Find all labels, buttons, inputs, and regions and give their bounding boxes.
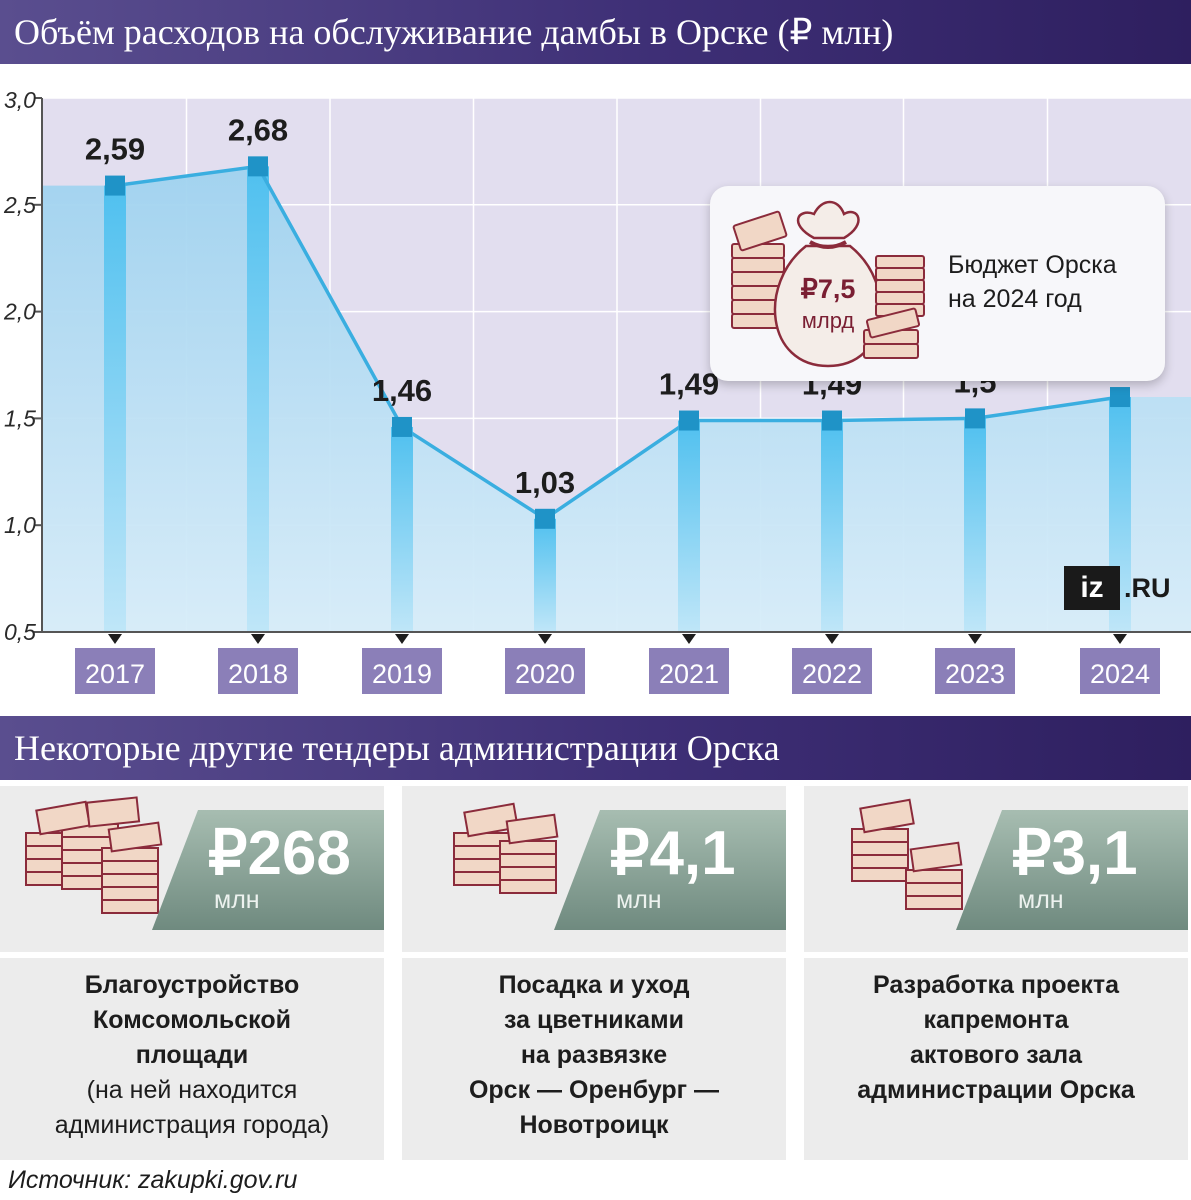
data-point-marker	[105, 175, 125, 196]
data-label: 2,68	[228, 112, 288, 147]
data-point-marker	[679, 410, 699, 431]
tender-unit: млн	[1018, 886, 1064, 914]
budget-unit: млрд	[802, 308, 855, 333]
y-tick-label: 2,0	[3, 299, 36, 325]
tender-description-line: Орск — Оренбург —	[468, 1076, 720, 1104]
data-point-marker	[965, 408, 985, 429]
x-tick-label: 2022	[802, 659, 862, 689]
tender-description-line: актового зала	[910, 1041, 1082, 1069]
x-tick-pointer	[682, 634, 696, 644]
money-stack-icon	[453, 802, 559, 894]
tender-amount-badge: ₽3,1 млн	[956, 810, 1188, 930]
x-tick-pointer	[108, 634, 122, 644]
money-stack-icon	[851, 798, 963, 910]
value-bar	[821, 420, 843, 632]
budget-amount: ₽7,5	[801, 274, 856, 304]
budget-card: ₽7,5 млрд Бюджет Орска на 2024 год	[710, 186, 1165, 381]
x-tick-pointer	[825, 634, 839, 644]
tender-amount-panel: ₽4,1 млн	[402, 786, 786, 952]
x-tick-label: 2024	[1090, 659, 1150, 689]
data-point-marker	[1110, 387, 1130, 408]
tender-description-line: за цветниками	[504, 1006, 684, 1034]
x-tick-label: 2017	[85, 659, 145, 689]
x-tick-pointer	[395, 634, 409, 644]
data-label: 1,03	[515, 465, 575, 500]
y-tick-label: 1,5	[4, 405, 36, 431]
value-bar	[247, 166, 269, 632]
value-bar	[391, 426, 413, 632]
data-label: 1,49	[659, 367, 719, 402]
tender-amount: ₽4,1	[610, 819, 736, 888]
money-stack-icon	[25, 796, 163, 914]
y-tick-label: 0,5	[4, 619, 36, 645]
year-badge	[1080, 648, 1160, 694]
y-tick-label: 1,0	[4, 512, 36, 538]
iz-logo: iz .RU	[1064, 566, 1171, 610]
tender-amount-badge: ₽4,1 млн	[554, 810, 786, 930]
tenders-section-title: Некоторые другие тендеры администрации О…	[0, 716, 1191, 780]
tender-amount-badge: ₽268 млн	[152, 810, 384, 930]
tender-description: Посадка и уход за цветниками на развязке…	[402, 958, 786, 1160]
year-badge	[75, 648, 155, 694]
x-tick-label: 2021	[659, 659, 719, 689]
budget-caption-line1: Бюджет Орска	[948, 251, 1117, 279]
value-bar	[678, 420, 700, 632]
x-tick-pointer	[1113, 634, 1127, 644]
tender-unit: млн	[616, 886, 662, 914]
tender-amount-panel: ₽3,1 млн	[804, 786, 1188, 952]
series-line	[114, 164, 1121, 521]
value-bar	[534, 518, 556, 632]
tender-description-line: площади	[135, 1041, 249, 1069]
iz-logo-suffix: .RU	[1124, 572, 1171, 603]
tender-description-line: Новотроицк	[519, 1111, 669, 1139]
data-point-marker	[535, 508, 555, 529]
budget-caption: Бюджет Орска на 2024 год	[948, 248, 1158, 316]
tender-unit: млн	[214, 886, 260, 914]
tender-description-line: Разработка проекта	[872, 971, 1120, 999]
value-bar	[104, 185, 126, 632]
tender-description-line: Посадка и уход	[498, 971, 690, 999]
tender-amount: ₽268	[208, 819, 351, 888]
source-note: Источник: zakupki.gov.ru	[8, 1166, 298, 1194]
year-badge	[362, 648, 442, 694]
x-tick-pointer	[251, 634, 265, 644]
x-tick-label: 2019	[372, 659, 432, 689]
y-tick-label: 2,5	[3, 192, 36, 218]
data-label: 1,46	[372, 373, 432, 408]
x-tick-label: 2018	[228, 659, 288, 689]
money-bag-icon: ₽7,5 млрд	[731, 200, 925, 368]
y-tick-label: 3,0	[4, 87, 36, 113]
year-badge	[792, 648, 872, 694]
tender-description-line: на развязке	[520, 1041, 668, 1069]
year-badge	[218, 648, 298, 694]
tender-description-line: Комсомольской	[93, 1006, 291, 1034]
dam-expenses-chart: 2,592,681,461,031,491,491,51,6 0,51,01,5…	[0, 64, 1191, 716]
tender-description-note: (на ней находится	[86, 1076, 298, 1104]
data-point-marker	[822, 410, 842, 431]
tender-description-line: администрации Орска	[857, 1076, 1135, 1104]
series-area	[42, 166, 1191, 632]
value-bar	[964, 418, 986, 632]
tender-description: Разработка проекта капремонта актового з…	[804, 958, 1188, 1160]
data-point-marker	[392, 416, 412, 437]
year-badge	[935, 648, 1015, 694]
year-badge	[649, 648, 729, 694]
tender-amount-panel: ₽268 млн	[0, 786, 384, 952]
iz-logo-box: iz	[1064, 566, 1120, 610]
data-label: 2,59	[85, 132, 145, 167]
tender-description-line: Благоустройство	[84, 971, 300, 999]
budget-caption-line2: на 2024 год	[948, 285, 1082, 313]
tender-description-line: капремонта	[923, 1006, 1069, 1034]
year-badge	[505, 648, 585, 694]
chart-canvas: 2,592,681,461,031,491,491,51,6 0,51,01,5…	[3, 87, 1191, 694]
x-tick-pointer	[968, 634, 982, 644]
tender-description: Благоустройство Комсомольской площади (н…	[0, 958, 384, 1160]
x-tick-label: 2023	[945, 659, 1005, 689]
data-point-marker	[248, 156, 268, 177]
chart-title: Объём расходов на обслуживание дамбы в О…	[0, 0, 1191, 64]
x-tick-label: 2020	[515, 659, 575, 689]
tender-description-note: администрация города)	[54, 1111, 330, 1139]
x-tick-pointer	[538, 634, 552, 644]
tender-amount: ₽3,1	[1012, 819, 1138, 888]
